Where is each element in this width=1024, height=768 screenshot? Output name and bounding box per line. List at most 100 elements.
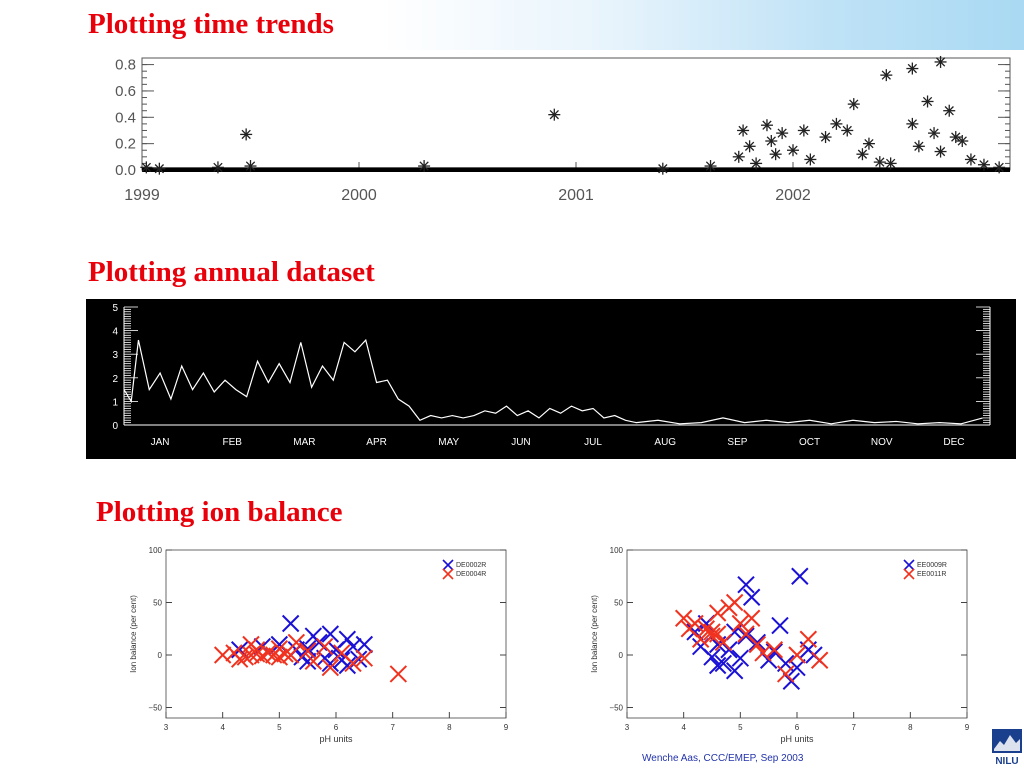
x-tick-label: 5	[738, 723, 743, 732]
legend-label: EE0011R	[917, 571, 946, 578]
data-point	[943, 104, 956, 117]
data-point	[759, 651, 778, 669]
x-tick-label: 2000	[341, 187, 377, 204]
x-tick-label: OCT	[799, 437, 820, 448]
data-point	[703, 627, 721, 645]
legend-marker	[903, 568, 915, 580]
data-point	[819, 131, 832, 144]
data-point	[765, 135, 778, 148]
data-point	[140, 161, 153, 174]
x-tick-label: 8	[447, 723, 452, 732]
data-point	[742, 588, 761, 606]
data-point	[791, 567, 809, 585]
y-tick-label: 50	[153, 599, 162, 608]
data-point	[873, 156, 886, 169]
data-point	[680, 620, 699, 638]
data-point	[270, 639, 289, 658]
data-point	[697, 620, 716, 638]
data-point	[315, 637, 334, 656]
data-point	[714, 654, 733, 673]
data-point	[732, 150, 745, 163]
series-line	[123, 338, 983, 425]
data-point	[389, 665, 408, 683]
x-tick-label: NOV	[871, 437, 893, 448]
data-point	[725, 593, 744, 612]
data-point	[921, 95, 934, 108]
x-tick-label: JAN	[151, 437, 170, 448]
data-point	[708, 656, 727, 675]
x-tick-label: JUN	[511, 437, 530, 448]
heading-ion-balance: Plotting ion balance	[96, 496, 343, 528]
data-point	[928, 127, 941, 140]
data-point	[748, 635, 767, 654]
data-point	[771, 616, 789, 635]
plot-background	[587, 545, 977, 757]
data-point	[856, 148, 869, 161]
data-point	[327, 641, 345, 659]
data-point	[737, 124, 750, 137]
data-point	[841, 124, 854, 137]
data-point	[259, 644, 277, 662]
data-point	[355, 649, 374, 667]
plot-frame	[141, 57, 1011, 171]
data-point	[213, 646, 232, 664]
data-point	[742, 609, 761, 627]
data-point	[708, 604, 727, 622]
x-tick-label: APR	[366, 437, 387, 448]
ion-balance-chart-left: −50 0 50 100 3 4 5 6 7 8 9 pH units Ion balance (per…	[126, 545, 516, 757]
x-axis-label: pH units	[319, 734, 353, 744]
data-point	[418, 160, 431, 173]
x-tick-label: 7	[851, 723, 856, 732]
data-point	[754, 644, 772, 662]
y-tick-label: 5	[112, 303, 118, 314]
x-tick-label: MAY	[438, 437, 459, 448]
data-point	[287, 633, 306, 652]
data-point	[338, 656, 357, 675]
annual-dataset-chart: 0 1 2 3 4 5 JAN FEB MAR APR MAY JUN JUL AUG SEP OCT NOV D…	[86, 299, 1016, 459]
y-tick-label: 100	[149, 546, 163, 555]
data-point	[776, 665, 795, 683]
data-point	[708, 625, 727, 643]
y-tick-label: 0	[158, 651, 163, 660]
data-point	[704, 160, 717, 173]
data-point	[321, 658, 340, 677]
data-point	[743, 140, 756, 153]
y-tick-label: 100	[610, 546, 624, 555]
nilu-logo-text: NILU	[995, 756, 1018, 767]
plot-background	[86, 299, 1016, 459]
data-point	[240, 128, 253, 141]
footer-credit: Wenche Aas, CCC/EMEP, Sep 2003	[642, 753, 804, 764]
x-tick-label: 6	[334, 723, 339, 732]
x-tick-label: 7	[390, 723, 395, 732]
data-point	[906, 62, 919, 75]
data-point	[750, 157, 763, 170]
data-point	[244, 160, 257, 173]
data-point	[847, 98, 860, 111]
x-tick-label: 4	[681, 723, 686, 732]
data-point	[934, 145, 947, 158]
data-point	[830, 117, 843, 130]
x-tick-label: 3	[164, 723, 169, 732]
legend-label: DE0004R	[456, 571, 486, 578]
x-tick-label: DEC	[943, 437, 964, 448]
data-point	[862, 137, 875, 150]
data-point	[748, 633, 767, 652]
heading-time-trends: Plotting time trends	[88, 8, 334, 40]
y-tick-label: 0.2	[115, 136, 136, 153]
data-point	[956, 135, 969, 148]
data-point	[304, 652, 323, 671]
data-point	[686, 623, 704, 641]
x-tick-label: FEB	[223, 437, 243, 448]
data-point	[977, 158, 990, 171]
data-point	[912, 140, 925, 153]
legend-marker	[903, 559, 915, 571]
time-trend-chart: 0.0 0.2 0.4 0.6 0.8 1999 2000 2001 2002	[115, 55, 1011, 204]
x-tick-label: 1999	[124, 187, 160, 204]
x-tick-label: 9	[965, 723, 970, 732]
y-tick-label: 0.8	[115, 57, 136, 74]
baseline-observations	[142, 167, 1010, 172]
nilu-logo: NILU	[990, 727, 1024, 768]
y-tick-label: 2	[112, 374, 118, 385]
y-tick-label: 0	[619, 651, 624, 660]
data-point	[731, 614, 750, 633]
